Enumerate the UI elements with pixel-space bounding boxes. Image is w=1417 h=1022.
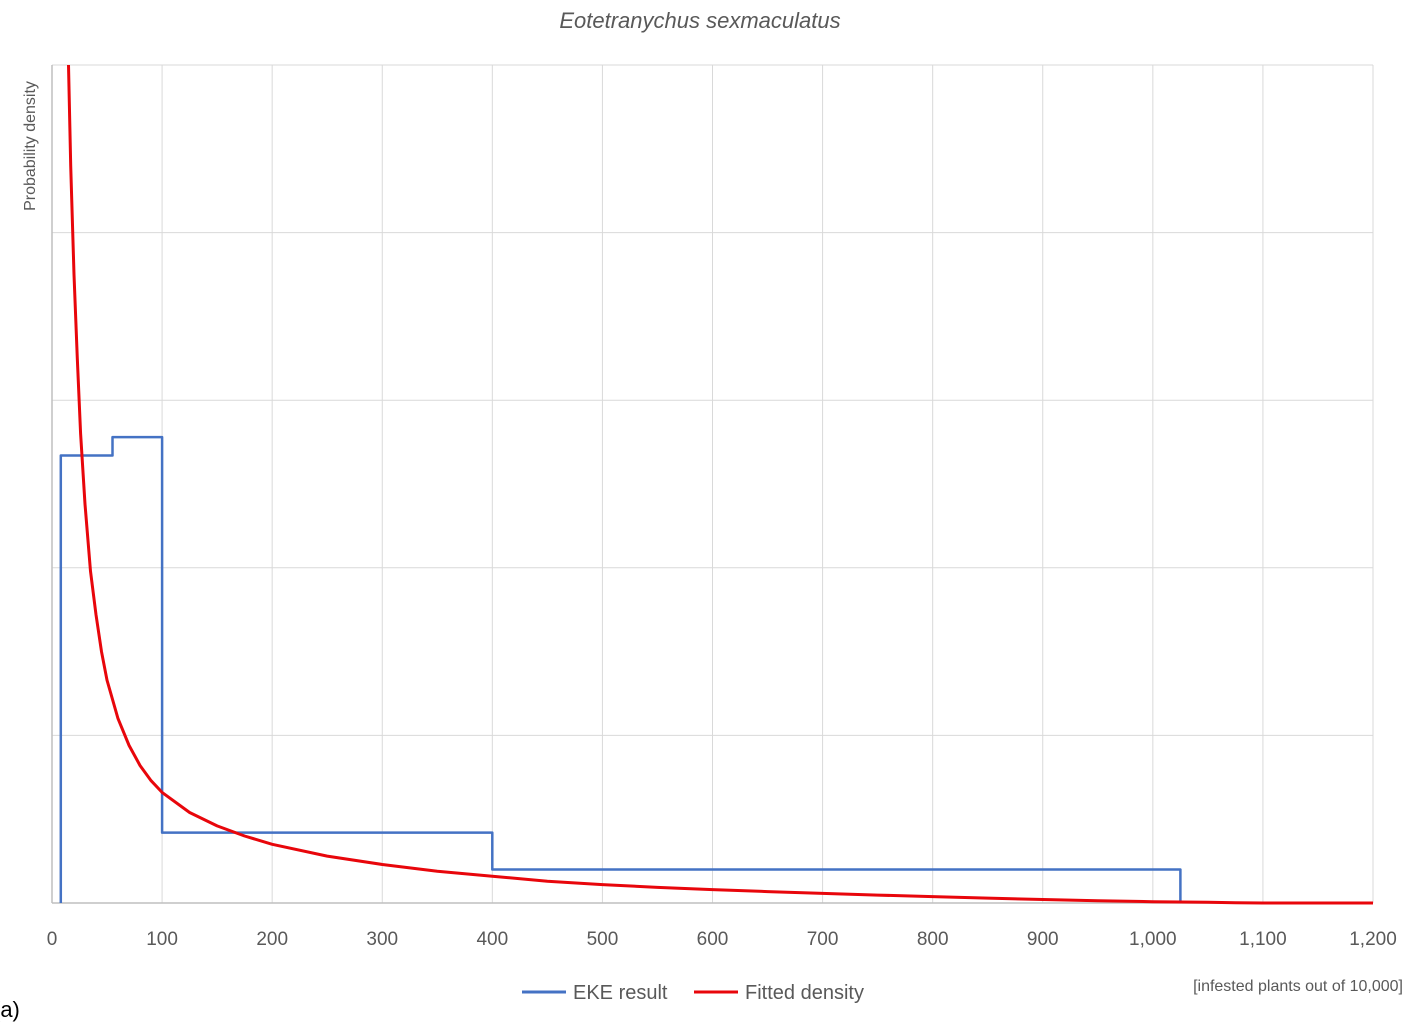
legend-eke-result-label: EKE result (573, 982, 668, 1004)
x-tick-label: 800 (917, 929, 949, 950)
x-tick-label: 1,100 (1239, 929, 1287, 950)
x-tick-label: 1,200 (1349, 929, 1397, 950)
panel-label: (a) (0, 997, 20, 1022)
x-axis-label: [infested plants out of 10,000] (1193, 978, 1403, 995)
x-tick-label: 700 (807, 929, 839, 950)
legend: EKE result Fitted density (522, 982, 864, 1004)
y-axis-label: Probability density (22, 81, 39, 211)
x-tick-label: 600 (697, 929, 729, 950)
x-tick-label: 900 (1027, 929, 1059, 950)
series-layer (59, 64, 1373, 905)
gridlines (52, 64, 1374, 903)
x-tick-labels: 0 100 200 300 400 500 600 700 800 900 1,000 1,100 1,… (47, 929, 1397, 950)
x-tick-label: 200 (256, 929, 288, 950)
legend-fitted-density-label: Fitted density (745, 982, 864, 1004)
fitted-density-series (67, 64, 1373, 905)
eke-result-series (59, 435, 1182, 903)
x-tick-label: 1,000 (1129, 929, 1177, 950)
x-tick-label: 0 (47, 929, 58, 950)
x-tick-label: 500 (587, 929, 619, 950)
x-tick-label: 100 (146, 929, 178, 950)
x-tick-label: 300 (366, 929, 398, 950)
x-tick-label: 400 (476, 929, 508, 950)
chart-title: Eotetranychus sexmaculatus (559, 8, 840, 33)
